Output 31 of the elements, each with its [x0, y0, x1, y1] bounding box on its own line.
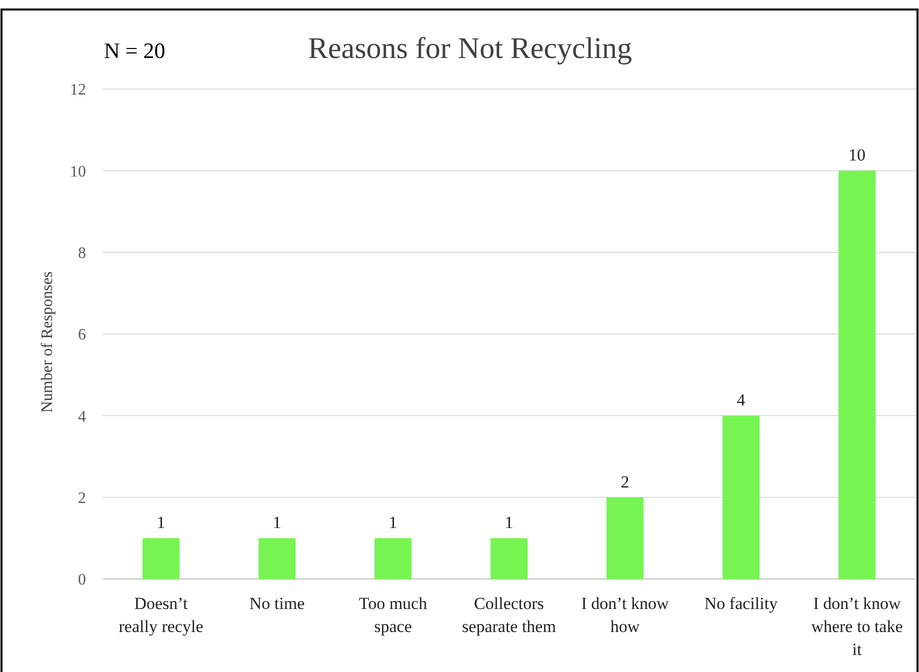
bar [722, 416, 760, 579]
y-tick-label: 0 [78, 572, 86, 589]
y-tick-label: 10 [70, 163, 86, 180]
x-tick-label: No facility [704, 594, 778, 613]
bar [374, 538, 412, 579]
bar [142, 538, 180, 579]
bar [258, 538, 296, 579]
bar [606, 497, 644, 579]
bar [838, 170, 876, 579]
x-tick-label: Collectors separate them [462, 594, 556, 636]
x-tick-label: No time [249, 594, 305, 613]
data-label: 1 [504, 513, 514, 532]
y-tick-label: 12 [70, 82, 86, 99]
chart-title: Reasons for Not Recycling [308, 32, 632, 65]
x-tick-label: Doesn’t really recyle [118, 594, 204, 636]
y-tick-label: 4 [78, 408, 86, 426]
data-label: 4 [736, 390, 746, 410]
data-label: 2 [620, 472, 630, 492]
text: N = 20 [104, 38, 166, 63]
data-label: 1 [388, 513, 398, 532]
data-label: 1 [156, 513, 166, 532]
y-tick-label: 6 [78, 326, 86, 344]
data-label: 1 [272, 513, 282, 532]
x-tick-label: I don’t know how [581, 594, 670, 636]
bar [490, 538, 528, 579]
data-label: 10 [848, 146, 866, 165]
y-tick-label: 8 [78, 244, 86, 262]
x-tick-label: I don’t know where to take it [811, 594, 903, 659]
x-tick-label: Too much space [358, 594, 428, 636]
y-axis-title: Number of Responses [39, 271, 56, 413]
y-tick-label: 2 [78, 490, 86, 507]
